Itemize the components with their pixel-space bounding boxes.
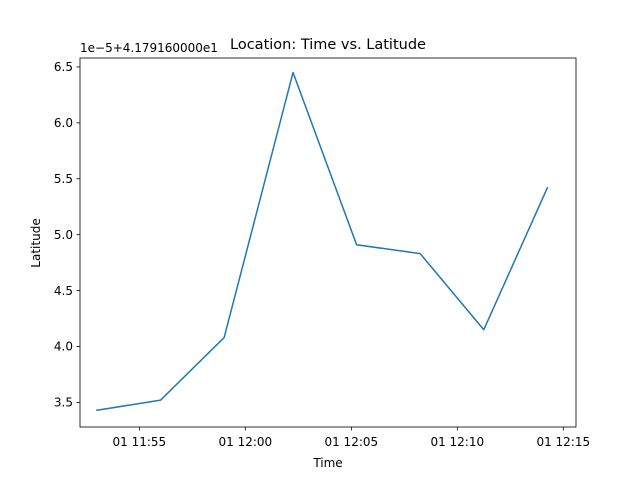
y-axis-offset-label: 1e−5+4.179160000e1 [80, 41, 218, 55]
chart-title: Location: Time vs. Latitude [230, 37, 426, 53]
plot-area [80, 58, 576, 427]
y-tick-label: 3.5 [54, 396, 73, 410]
x-axis-label: Time [312, 456, 342, 470]
x-tick-label: 01 12:05 [324, 435, 378, 449]
y-tick-label: 4.5 [54, 284, 73, 298]
y-tick-label: 6.0 [54, 116, 73, 130]
y-axis-label: Latitude [29, 218, 43, 267]
y-tick-label: 6.5 [54, 60, 73, 74]
x-tick-label: 01 12:00 [218, 435, 272, 449]
x-tick-label: 01 12:15 [536, 435, 590, 449]
y-tick-label: 4.0 [54, 340, 73, 354]
y-tick-label: 5.5 [54, 172, 73, 186]
x-tick-label: 01 12:10 [430, 435, 484, 449]
y-tick-label: 5.0 [54, 228, 73, 242]
x-tick-label: 01 11:55 [113, 435, 167, 449]
